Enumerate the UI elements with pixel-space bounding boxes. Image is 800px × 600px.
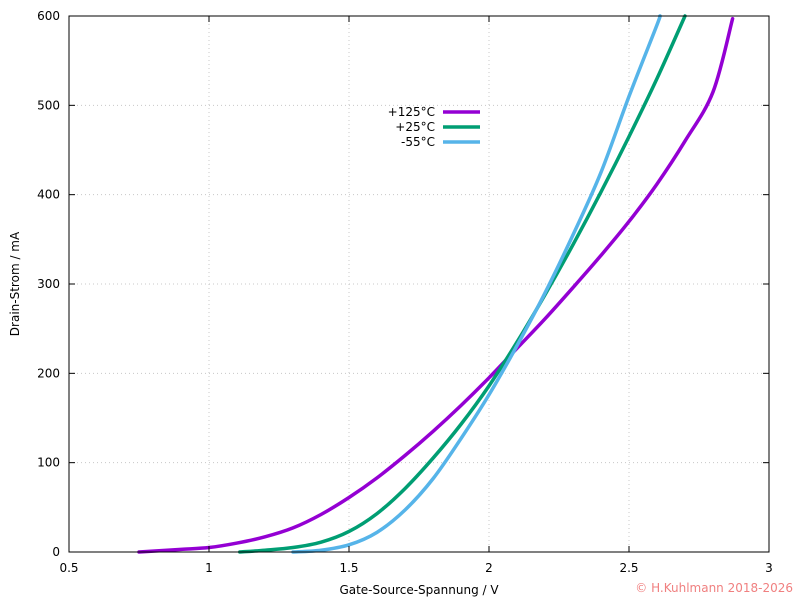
legend: +125°C+25°C-55°C xyxy=(388,105,480,149)
series-line-0 xyxy=(137,16,735,554)
y-tick-label: 600 xyxy=(37,9,60,23)
grid xyxy=(69,16,769,552)
legend-label: -55°C xyxy=(401,135,435,149)
series-line-1 xyxy=(238,14,687,554)
copyright-note: © H.Kuhlmann 2018-2026 xyxy=(635,581,793,595)
x-tick-label: 2.5 xyxy=(619,561,638,575)
y-tick-label: 200 xyxy=(37,366,60,380)
x-tick-label: 0.5 xyxy=(59,561,78,575)
series-line-2 xyxy=(291,14,662,554)
x-tick-label: 1 xyxy=(205,561,213,575)
x-axis-title: Gate-Source-Spannung / V xyxy=(339,583,499,597)
x-tick-label: 3 xyxy=(765,561,773,575)
y-tick-label: 400 xyxy=(37,188,60,202)
series-lines xyxy=(137,14,735,554)
y-tick-label: 100 xyxy=(37,456,60,470)
y-tick-label: 0 xyxy=(52,545,60,559)
x-tick-label: 1.5 xyxy=(339,561,358,575)
y-tick-label: 500 xyxy=(37,98,60,112)
ticks: 0.5 1 1.5 2 2.5 3 0 100 200 300 400 500 600 xyxy=(37,9,773,575)
y-axis-title: Drain-Strom / mA xyxy=(8,231,22,336)
legend-label: +125°C xyxy=(388,105,435,119)
y-tick-label: 300 xyxy=(37,277,60,291)
legend-label: +25°C xyxy=(395,120,435,134)
x-tick-label: 2 xyxy=(485,561,493,575)
